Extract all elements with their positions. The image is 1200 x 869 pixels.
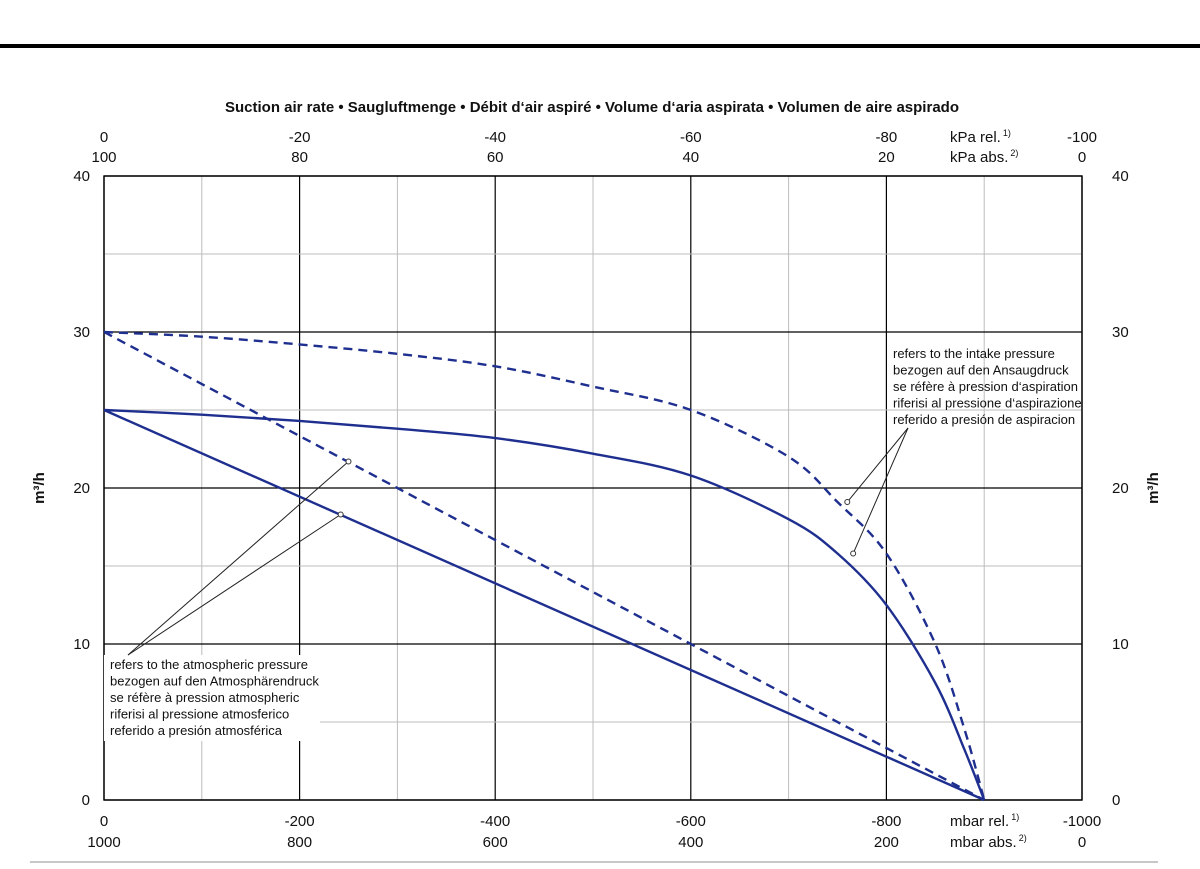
x-top-rel-tick-label: -100 — [1067, 129, 1097, 146]
atmospheric-leader-point — [345, 458, 352, 465]
intake-leader-line — [846, 427, 909, 503]
x-bottom-abs-unit: mbar abs. 2) — [950, 833, 1027, 851]
atmospheric-leader-line — [127, 461, 349, 656]
intake-annotation-line: bezogen auf den Ansaugdruck — [893, 363, 1069, 378]
x-bottom-rel-tick-label: 0 — [100, 813, 108, 830]
atmospheric-leader-line — [127, 514, 341, 656]
x-top-rel-tick-label: 0 — [100, 129, 108, 146]
y-axis-label-right: m³/h — [1145, 472, 1162, 504]
y-tick-label-left: 10 — [73, 636, 90, 653]
x-bottom-rel-tick-label: -200 — [285, 813, 315, 830]
x-top-abs-unit: kPa abs. 2) — [950, 148, 1018, 166]
x-top-rel-tick-label: -20 — [289, 129, 311, 146]
x-top-abs-tick-label: 0 — [1078, 149, 1086, 166]
x-bottom-abs-tick-label: 600 — [483, 834, 508, 851]
x-top-abs-tick-label: 60 — [487, 149, 504, 166]
intake-annotation-line: se réfère à pression d‘aspiration — [893, 379, 1078, 394]
plot-frame — [103, 175, 1083, 801]
x-top-abs-tick-label: 80 — [291, 149, 308, 166]
y-axis-label-left: m³/h — [31, 472, 48, 504]
x-top-abs-tick-label: 20 — [878, 149, 895, 166]
series-3-atmospheric-dashed — [103, 330, 985, 802]
atmospheric-annotation-line: refers to the atmospheric pressure — [110, 657, 308, 672]
x-bottom-rel-tick-label: -400 — [480, 813, 510, 830]
atmospheric-annotation-line: riferisi al pressione atmosferico — [110, 707, 289, 722]
x-bottom-rel-tick-label: -600 — [676, 813, 706, 830]
footer-rule — [30, 861, 1158, 863]
x-top-abs-tick-label: 100 — [91, 149, 116, 166]
x-top-abs-tick-label: 40 — [682, 149, 699, 166]
x-bottom-abs-tick-label: 800 — [287, 834, 312, 851]
intake-leader-line — [852, 427, 909, 554]
header-rule — [0, 44, 1200, 48]
annotations: refers to the intake pressure bezogen auf… — [104, 346, 1082, 741]
atmospheric-annotation-line: referido a presión atmosférica — [110, 723, 283, 738]
x-top-rel-tick-label: -40 — [484, 129, 506, 146]
curves — [103, 330, 986, 802]
y-tick-label-right: 20 — [1112, 480, 1129, 497]
series-2-atmospheric-solid — [103, 408, 985, 802]
x-top-rel-tick-label: -60 — [680, 129, 702, 146]
y-tick-label-left: 20 — [73, 480, 90, 497]
intake-annotation-line: refers to the intake pressure — [893, 346, 1055, 361]
x-top-rel-unit: kPa rel. 1) — [950, 128, 1011, 146]
y-tick-label-left: 30 — [73, 324, 90, 341]
atmospheric-leader-point — [337, 511, 344, 518]
atmospheric-annotation-line: se réfère à pression atmospheric — [110, 690, 300, 705]
x-bottom-rel-tick-label: -1000 — [1063, 813, 1101, 830]
x-bottom-abs-tick-label: 200 — [874, 834, 899, 851]
y-tick-label-left: 40 — [73, 168, 90, 185]
x-bottom-abs-tick-label: 1000 — [87, 834, 120, 851]
chart-title: Suction air rate • Saugluftmenge • Débit… — [225, 99, 959, 116]
intake-annotation-line: riferisi al pressione d‘aspirazione — [893, 396, 1082, 411]
x-top-rel-tick-label: -80 — [876, 129, 898, 146]
y-tick-label-right: 10 — [1112, 636, 1129, 653]
intake-leader-point — [850, 550, 857, 557]
y-tick-label-right: 30 — [1112, 324, 1129, 341]
x-bottom-abs-tick-label: 0 — [1078, 834, 1086, 851]
y-tick-label-left: 0 — [82, 792, 90, 809]
intake-leader-point — [844, 499, 851, 506]
series-1-intake-dashed — [103, 330, 986, 801]
x-bottom-abs-tick-label: 400 — [678, 834, 703, 851]
series-0-intake-solid — [103, 408, 986, 801]
atmospheric-annotation-box — [104, 655, 320, 741]
intake-annotation-line: referido a presión de aspiracion — [893, 412, 1075, 427]
grid — [103, 175, 1083, 801]
atmospheric-annotation-line: bezogen auf den Atmosphärendruck — [110, 674, 319, 689]
x-bottom-rel-unit: mbar rel. 1) — [950, 812, 1019, 830]
y-tick-label-right: 0 — [1112, 792, 1120, 809]
x-bottom-rel-tick-label: -800 — [871, 813, 901, 830]
y-tick-label-right: 40 — [1112, 168, 1129, 185]
